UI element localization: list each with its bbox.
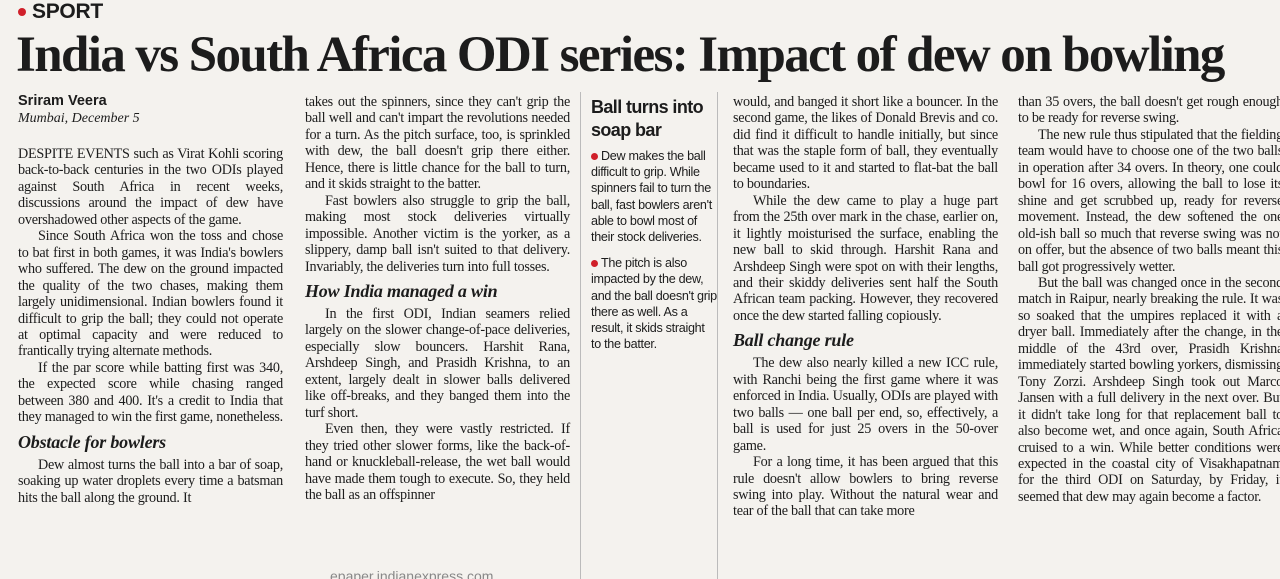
- section-text: SPORT: [32, 0, 103, 23]
- subhead: Obstacle for bowlers: [18, 431, 166, 452]
- subhead: Ball change rule: [733, 330, 854, 351]
- headline: India vs South Africa ODI series: Impact…: [16, 27, 1225, 83]
- sidebar-point: Dew makes the ball difficult to grip. Wh…: [591, 148, 717, 245]
- footer: epaper.indianexpress.com: [330, 568, 494, 579]
- column: than 35 overs, the ball doesn't get roug…: [1018, 94, 1280, 505]
- author: Sriram Veera: [18, 93, 107, 109]
- sidebar: Ball turns into soap bar Dew makes the b…: [580, 92, 718, 579]
- paragraph: In the first ODI, Indian seamers relied …: [305, 305, 570, 421]
- paragraph: Dew almost turns the ball into a bar of …: [18, 456, 283, 506]
- paragraph: Fast bowlers also struggle to grip the b…: [305, 192, 570, 275]
- paragraph: If the par score while batting first was…: [18, 359, 283, 426]
- paragraph: The new rule thus stipulated that the fi…: [1018, 126, 1280, 275]
- paragraph: Since South Africa won the toss and chos…: [18, 228, 283, 360]
- dateline: Mumbai, December 5: [18, 111, 140, 126]
- section-label: SPORT: [18, 0, 103, 24]
- paragraph: would, and banged it short like a bounce…: [733, 94, 998, 193]
- column: takes out the spinners, since they can't…: [305, 94, 570, 503]
- paragraph: But the ball was changed once in the sec…: [1018, 274, 1280, 505]
- paragraph: DESPITE EVENTS such as Virat Kohli scori…: [18, 146, 283, 228]
- paragraph: than 35 overs, the ball doesn't get roug…: [1018, 94, 1280, 127]
- sidebar-title: Ball turns into soap bar: [591, 97, 704, 140]
- paragraph: Even then, they were vastly restricted. …: [305, 421, 570, 503]
- subhead: How India managed a win: [305, 280, 498, 301]
- paragraph: While the dew came to play a huge part f…: [733, 192, 998, 324]
- point-text: Dew makes the ball difficult to grip. Wh…: [591, 149, 712, 245]
- paragraph: For a long time, it has been argued that…: [733, 454, 998, 520]
- sidebar-point: The pitch is also impacted by the dew, a…: [591, 255, 717, 352]
- column: DESPITE EVENTS such as Virat Kohli scori…: [18, 146, 283, 506]
- paragraph: takes out the spinners, since they can't…: [305, 94, 570, 193]
- column: would, and banged it short like a bounce…: [733, 94, 998, 520]
- point-text: The pitch is also impacted by the dew, a…: [591, 256, 717, 352]
- paragraph: The dew also nearly killed a new ICC rul…: [733, 355, 998, 454]
